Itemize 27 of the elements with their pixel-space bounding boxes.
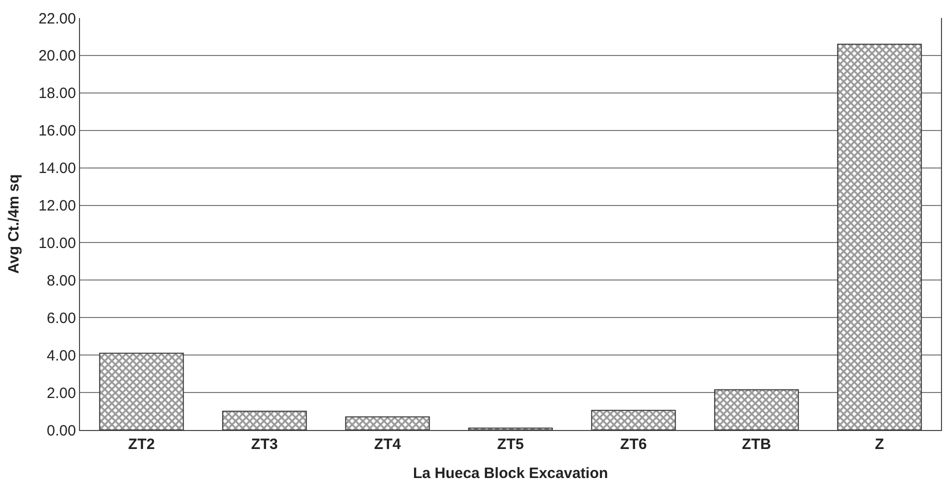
bar	[99, 352, 184, 430]
y-tick-label: 2.00	[46, 384, 76, 402]
y-tick-label: 6.00	[46, 310, 76, 327]
y-tick-label: 12.00	[38, 198, 76, 215]
x-tick-label: ZT6	[620, 436, 647, 453]
y-tick-label: 4.00	[46, 347, 76, 364]
y-tick-label: 16.00	[38, 122, 76, 140]
bar	[591, 410, 676, 430]
y-tick-label: 10.00	[38, 234, 76, 252]
x-tick-label: ZT5	[497, 436, 524, 453]
x-tick-label: ZT4	[374, 436, 402, 453]
x-tick-label: Z	[874, 436, 884, 453]
bar	[837, 44, 922, 430]
y-tick-label: 22.00	[38, 10, 76, 28]
y-tick-label: 0.00	[46, 422, 76, 440]
x-axis-title: La Hueca Block Excavation	[412, 465, 608, 482]
bar	[222, 410, 307, 430]
x-tick-label: ZT3	[251, 436, 278, 453]
y-tick-label: 14.00	[38, 160, 76, 178]
y-tick-label: 18.00	[38, 85, 76, 102]
y-tick-label: 8.00	[46, 272, 76, 290]
bar	[345, 416, 430, 430]
bar	[714, 389, 799, 430]
y-tick-label: 20.00	[38, 48, 76, 65]
x-tick-label: ZT2	[128, 436, 155, 453]
x-tick-label: ZTB	[742, 436, 772, 453]
y-axis-title: Avg Ct./4m sq	[6, 174, 23, 274]
